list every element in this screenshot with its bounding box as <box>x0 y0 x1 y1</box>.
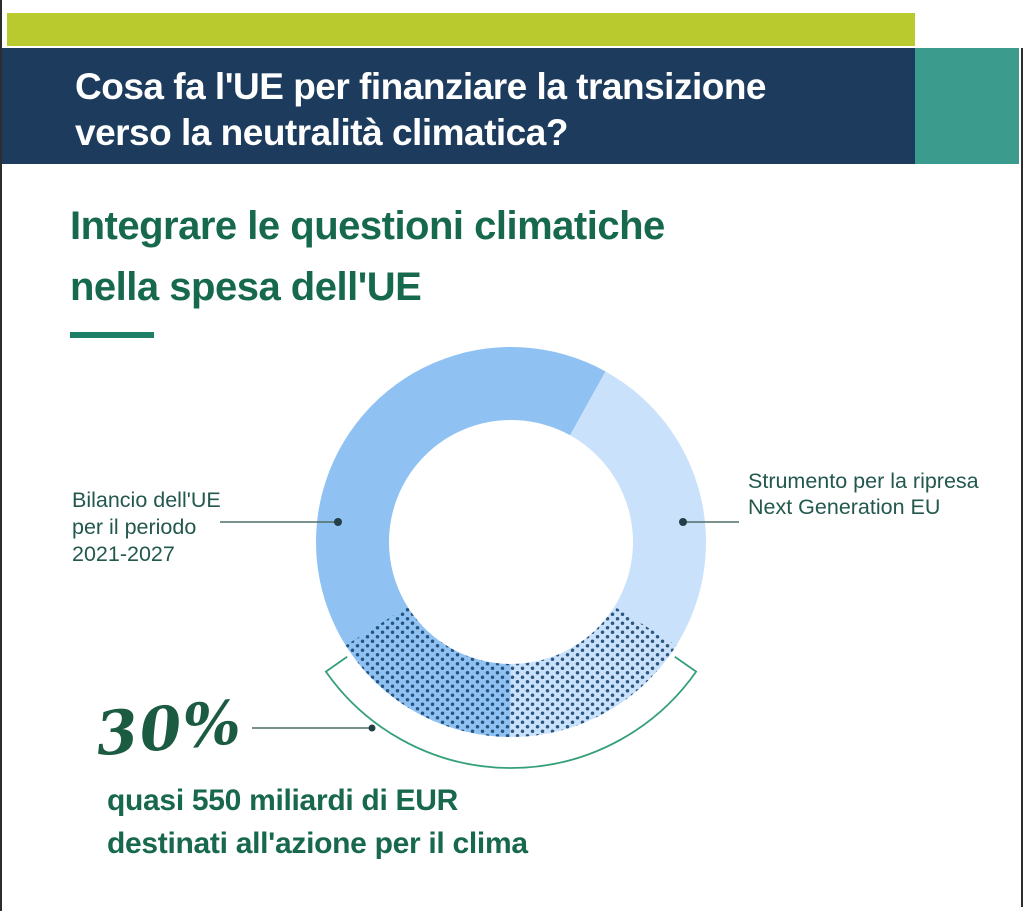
callout-ngeu-line2: Next Generation EU <box>748 495 941 519</box>
section-heading: Integrare le questioni climatiche nella … <box>70 196 665 318</box>
highlight-percentage: 30% <box>93 687 246 771</box>
leader-ngeu-dot <box>679 518 687 526</box>
donut-highlight-dots <box>345 606 677 737</box>
callout-eu-budget-line1: Bilancio dell'UE <box>72 488 221 512</box>
top-accent-bar <box>7 13 915 46</box>
callout-eu-budget-line3: 2021-2027 <box>72 542 175 566</box>
page-title-line2: verso la neutralità climatica? <box>75 112 568 153</box>
highlight-bracket <box>324 655 698 769</box>
callout-ngeu: Strumento per la ripresa Next Generation… <box>748 468 979 520</box>
leader-eu-budget-dot <box>334 518 342 526</box>
left-frame-line <box>0 0 2 911</box>
section-heading-line2: nella spesa dell'UE <box>70 265 422 309</box>
highlight-description-line2: destinati all'azione per il clima <box>107 827 528 860</box>
section-heading-line1: Integrare le questioni climatiche <box>70 204 665 248</box>
right-frame-line <box>1021 48 1023 907</box>
highlight-description-line1: quasi 550 miliardi di EUR <box>107 784 458 817</box>
callout-eu-budget: Bilancio dell'UE per il periodo 2021-202… <box>72 487 221 568</box>
header-teal-block <box>915 48 1019 164</box>
leader-highlight-dot <box>368 724 376 732</box>
heading-underline <box>70 332 154 338</box>
callout-eu-budget-line2: per il periodo <box>72 515 197 539</box>
page-title-line1: Cosa fa l'UE per finanziare la transizio… <box>75 66 767 107</box>
callout-ngeu-line1: Strumento per la ripresa <box>748 469 979 493</box>
header-band: Cosa fa l'UE per finanziare la transizio… <box>2 48 915 164</box>
donut-chart-layer <box>220 347 739 769</box>
